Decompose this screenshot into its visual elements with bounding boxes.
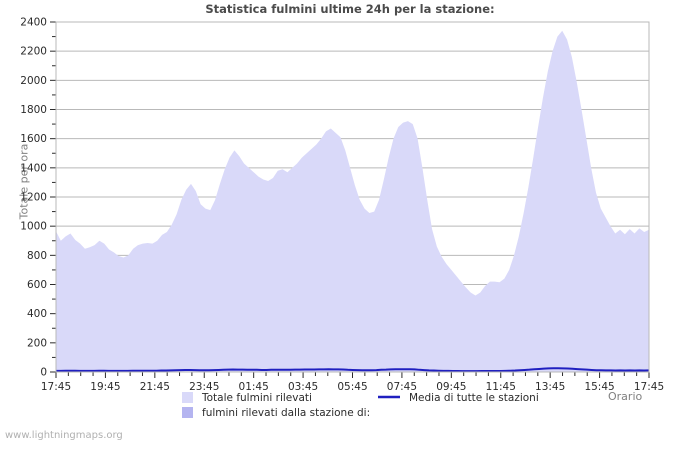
y-tick-label: 2200 [20,46,47,58]
legend-swatch-total [182,392,193,403]
y-tick-label: 2000 [20,75,47,87]
y-tick-label: 200 [27,337,47,349]
y-tick-label: 0 [40,367,47,379]
x-tick-label: 11:45 [486,381,516,393]
legend-label-station: fulmini rilevati dalla stazione di: [202,407,370,419]
y-tick-label: 1400 [20,162,47,174]
y-tick-label: 1200 [20,192,47,204]
legend-label-average: Media di tutte le stazioni [409,392,539,404]
x-tick-label: 01:45 [239,381,269,393]
y-tick-label: 600 [27,279,47,291]
x-tick-label: 13:45 [535,381,565,393]
x-tick-label: 17:45 [634,381,664,393]
legend-label-total: Totale fulmini rilevati [201,392,312,404]
y-tick-label: 1800 [20,104,47,116]
legend-swatch-station [182,407,193,418]
x-axis-title: Orario [608,390,643,403]
x-tick-label: 09:45 [436,381,466,393]
y-tick-label: 800 [27,250,47,262]
x-tick-label: 19:45 [90,381,120,393]
y-tick-label: 400 [27,308,47,320]
x-tick-label: 17:45 [41,381,71,393]
x-tick-label: 23:45 [189,381,219,393]
plot-frame [55,21,650,373]
x-tick-label: 15:45 [584,381,614,393]
series-line-average [56,367,650,373]
y-tick-label: 2400 [20,17,47,29]
y-tick-label: 1000 [20,221,47,233]
x-tick-label: 03:45 [288,381,318,393]
x-tick-label: 21:45 [140,381,170,393]
watermark: www.lightningmaps.org [5,430,123,441]
y-tick-label: 1600 [20,133,47,145]
chart-title: Statistica fulmini ultime 24h per la sta… [205,2,495,16]
x-tick-label: 07:45 [387,381,417,393]
series-area-total [56,30,649,372]
x-tick-label: 05:45 [337,381,367,393]
